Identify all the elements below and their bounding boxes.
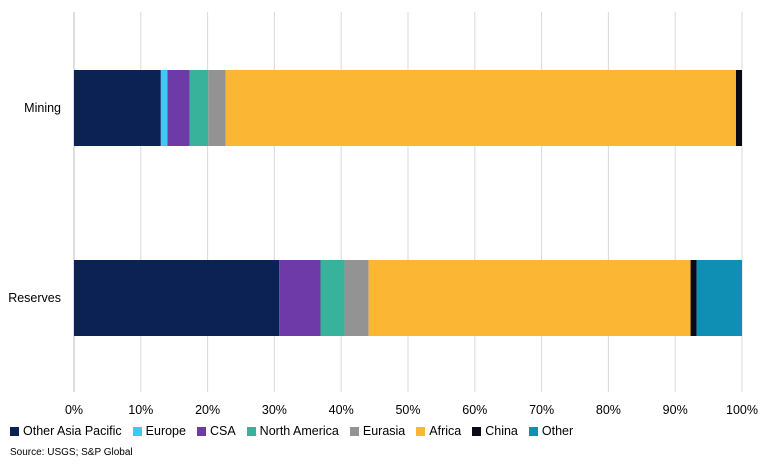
legend-item: China [472,424,518,438]
legend-item: Eurasia [349,424,406,438]
legend-swatch [416,426,426,436]
x-tick-label: 100% [726,403,758,417]
x-tick-label: 80% [596,403,621,417]
legend-label: North America [259,424,339,438]
x-tick-label: 50% [395,403,420,417]
legend-label: CSA [209,424,236,438]
x-tick-label: 60% [462,403,487,417]
legend-swatch [132,426,142,436]
x-tick-label: 10% [128,403,153,417]
bar-segment [160,70,168,146]
bar-segment [320,260,345,336]
bar-segment [74,70,161,146]
x-tick-label: 90% [663,403,688,417]
bar-segment [208,70,226,146]
legend-swatch [10,426,19,436]
legend-swatch [528,426,538,436]
legend-item: Africa [416,424,461,438]
bars [74,70,742,336]
bar-segment [189,70,209,146]
legend-swatch [196,426,206,436]
bar-segment [74,260,280,336]
legend-item: CSA [196,424,236,438]
bar-segment [690,260,697,336]
legend-swatch [472,426,482,436]
x-tick-label: 20% [195,403,220,417]
legend-swatch [246,426,256,436]
legend-swatch [349,426,359,436]
legend-label: Other [541,424,574,438]
bar-segment [225,70,736,146]
x-tick-label: 70% [529,403,554,417]
bar-segment [696,260,742,336]
legend-item: Other Asia Pacific [10,424,122,438]
legend-item: Europe [132,424,186,438]
x-tick-label: 30% [262,403,287,417]
bar-segment [279,260,321,336]
legend-item: Other [528,424,574,438]
bar-segment [167,70,190,146]
bar-segment [344,260,369,336]
legend-label: Europe [145,424,186,438]
bar-segment [368,260,691,336]
y-axis: Mining Reserves [8,101,61,305]
legend: Other Asia Pacific Europe CSA North America… [10,423,770,439]
legend-label: China [485,424,518,438]
stacked-bar-chart: Mining Reserves 0% 10% 20% 30% 40% 50% 60% 70% 80… [8,12,758,417]
category-label: Reserves [8,291,61,305]
legend-item: North America [246,424,339,438]
legend-label: Africa [429,424,462,438]
x-tick-label: 0% [65,403,83,417]
legend-label: Eurasia [362,424,406,438]
bar-segment [735,70,742,146]
legend-label: Other Asia Pacific [23,424,122,438]
category-label: Mining [24,101,61,115]
source-note: Source: USGS; S&P Global [10,447,133,458]
x-tick-label: 40% [329,403,354,417]
x-axis: 0% 10% 20% 30% 40% 50% 60% 70% 80% 90% 100% [65,403,758,417]
